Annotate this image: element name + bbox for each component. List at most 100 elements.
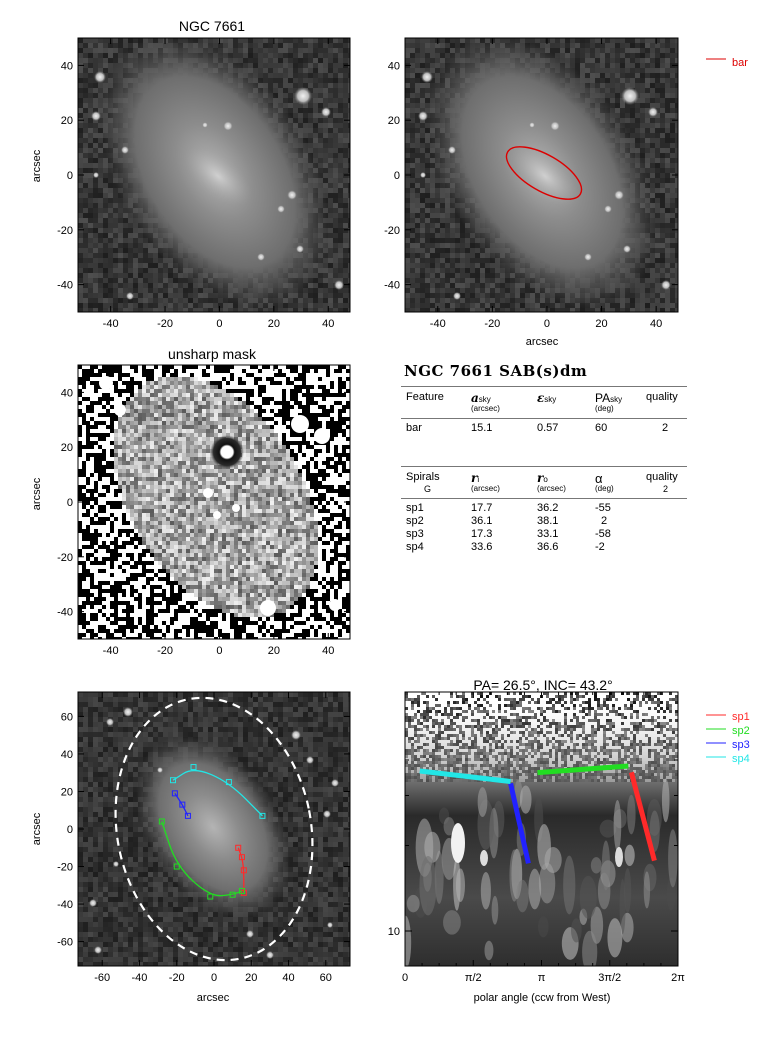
bright-blob (203, 488, 213, 498)
star (93, 172, 99, 178)
axis-ticks: -40 -40 -20 -20 0 0 20 20 40 40 (384, 38, 678, 330)
arc-sp3-marker (184, 812, 191, 819)
col-e: εsky (537, 391, 557, 405)
star (421, 71, 433, 83)
disk-ellipse (114, 696, 314, 962)
x-tick-label: -40 (103, 645, 119, 657)
legend-spirals: sp1 sp2 sp3 sp4 (706, 711, 750, 765)
spiral-rows: sp1 17.7 36.2 -55 sp2 36.1 38.1 2 sp3 17.3 33.1 -58… (404, 502, 684, 554)
axis-ticks: -40 -40 -20 -20 0 0 20 20 40 40 (57, 38, 350, 330)
bright-blob (329, 599, 341, 611)
unit-alpha: (deg) (595, 484, 614, 493)
x-tick-label: 40 (322, 645, 334, 657)
polar-line-sp1 (628, 771, 657, 862)
unit-ri: (arcsec) (471, 484, 500, 493)
spiral-row: sp1 17.7 36.2 -55 (404, 502, 684, 515)
x-tick-label: -20 (157, 318, 173, 330)
spiral-arcs (114, 696, 314, 962)
star (621, 87, 639, 105)
star (584, 253, 592, 261)
star (277, 205, 285, 213)
star (661, 280, 671, 290)
bright-blob (291, 415, 309, 433)
arc-sp2-marker (173, 863, 180, 870)
y-tick-label: 20 (61, 115, 73, 127)
x-tick-label: 0 (544, 318, 550, 330)
cell-alpha: -55 (595, 502, 611, 514)
col-ri: ri (471, 471, 480, 485)
star (91, 111, 101, 121)
y-tick-label: 40 (61, 60, 73, 72)
star (323, 810, 331, 818)
star (306, 756, 314, 764)
bright-star (210, 435, 244, 469)
star (106, 718, 114, 726)
star (294, 87, 312, 105)
col-ro: ro (537, 471, 548, 485)
panel-title: unsharp mask (168, 346, 257, 362)
polar-line-sp3 (508, 782, 531, 864)
star (604, 205, 612, 213)
cell-name: sp1 (406, 502, 424, 514)
x-tick-label: 20 (595, 318, 607, 330)
arc-sp1 (237, 847, 245, 893)
cell-ri: 17.3 (471, 528, 493, 540)
x-tick-label: 0 (216, 645, 222, 657)
panel-title: NGC 7661 (179, 18, 245, 34)
polar-ticks: 0 π/2 π 3π/2 2π 10 (388, 692, 685, 984)
x-axis-label: arcsec (197, 992, 230, 1004)
y-axis-label: arcsec (31, 149, 43, 182)
cell-name: sp2 (406, 515, 424, 527)
arc-sp4-marker (170, 777, 177, 784)
x-tick-label: 20 (245, 972, 257, 984)
spiral-header-row: Spirals ri ro α quality (404, 471, 684, 486)
cell-e: 0.57 (537, 422, 559, 434)
legend-sp4-label: sp4 (732, 753, 750, 765)
legend-sp3-label: sp3 (732, 739, 750, 751)
y-axis-label: arcsec (31, 477, 43, 510)
col-pa: PAsky (595, 391, 623, 405)
x-tick-label: -40 (132, 972, 148, 984)
star (291, 730, 301, 740)
y-tick-label: -20 (57, 225, 73, 237)
arc-sp1-marker (235, 844, 242, 851)
y-tick-label: 20 (61, 786, 73, 798)
star (257, 253, 265, 261)
field-stars (91, 71, 344, 300)
star (448, 146, 456, 154)
arc-sp2-marker (238, 887, 245, 894)
cell-alpha: -2 (595, 541, 605, 553)
x-tick-label: 0 (211, 972, 217, 984)
cell-ri: 36.1 (471, 515, 493, 527)
spiral-units-row: G (arcsec) (arcsec) (deg) 2 (404, 484, 684, 498)
y-tick-label: 40 (388, 60, 400, 72)
axis-ticks: -60 -60 -40 -40 -20 -20 0 0 20 20 40 40 60 60 (57, 692, 350, 984)
star (113, 861, 119, 867)
bright-blob (213, 511, 221, 519)
arc-sp3-marker (179, 801, 186, 808)
x-tick-label: -20 (484, 318, 500, 330)
star (550, 121, 560, 131)
bright-blob (114, 404, 126, 416)
x-tick-label: -20 (169, 972, 185, 984)
y-tick-label: -40 (57, 280, 73, 292)
y-tick-label: 40 (61, 749, 73, 761)
col-alpha: α (595, 471, 603, 486)
legend-bar-label: bar (732, 57, 748, 69)
legend-bar: bar (706, 57, 748, 69)
panel-unsharp-mask: unsharp mask arcsec -40 -40 -20 -20 0 0 20 20 40… (31, 346, 351, 657)
arc-sp4-marker (225, 779, 232, 786)
y-tick-label: 20 (61, 442, 73, 454)
polar-series (419, 763, 657, 864)
mask-pixels (78, 365, 350, 639)
divider (401, 466, 687, 467)
star (327, 922, 333, 928)
galaxy-bar (184, 146, 252, 206)
arc-sp2-marker (207, 893, 214, 900)
field-stars (89, 707, 339, 959)
bar-ellipse (505, 146, 583, 200)
star (321, 107, 331, 117)
bright-blob (260, 600, 276, 616)
unit-a: (arcsec) (471, 404, 500, 413)
arc-sp3 (174, 792, 189, 817)
